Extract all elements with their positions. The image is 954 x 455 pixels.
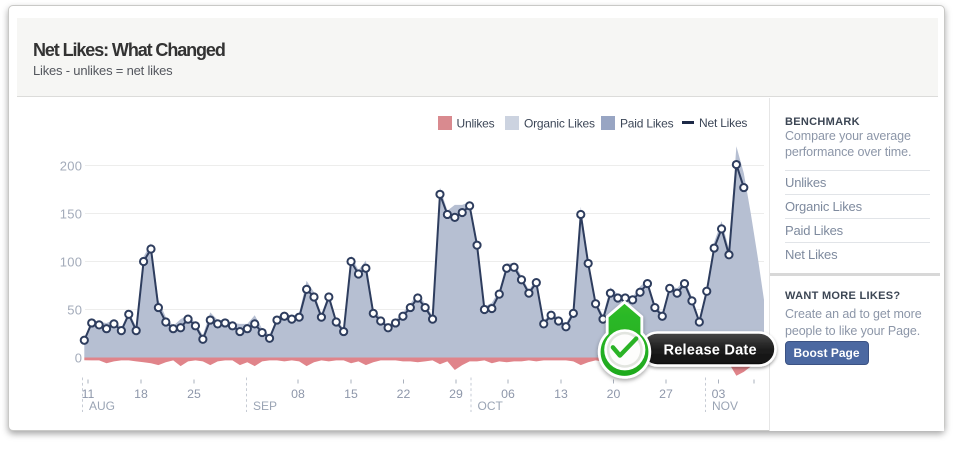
svg-text:50: 50	[67, 302, 82, 317]
svg-text:15: 15	[344, 387, 358, 401]
svg-text:22: 22	[397, 387, 411, 401]
svg-text:SEP: SEP	[253, 399, 277, 413]
svg-text:200: 200	[60, 158, 83, 173]
svg-text:Release Date: Release Date	[664, 343, 757, 359]
svg-text:29: 29	[449, 387, 463, 401]
svg-text:NOV: NOV	[712, 399, 738, 413]
svg-text:25: 25	[187, 387, 201, 401]
svg-text:13: 13	[554, 387, 568, 401]
svg-text:03: 03	[712, 387, 726, 401]
svg-text:OCT: OCT	[478, 399, 504, 413]
svg-text:11: 11	[82, 387, 95, 401]
svg-text:100: 100	[60, 254, 83, 269]
svg-text:08: 08	[291, 387, 305, 401]
svg-text:20: 20	[607, 387, 621, 401]
svg-text:150: 150	[60, 206, 83, 221]
svg-text:18: 18	[134, 387, 148, 401]
svg-text:AUG: AUG	[89, 399, 115, 413]
svg-text:0: 0	[75, 350, 83, 365]
svg-text:06: 06	[501, 387, 515, 401]
svg-text:27: 27	[659, 387, 673, 401]
